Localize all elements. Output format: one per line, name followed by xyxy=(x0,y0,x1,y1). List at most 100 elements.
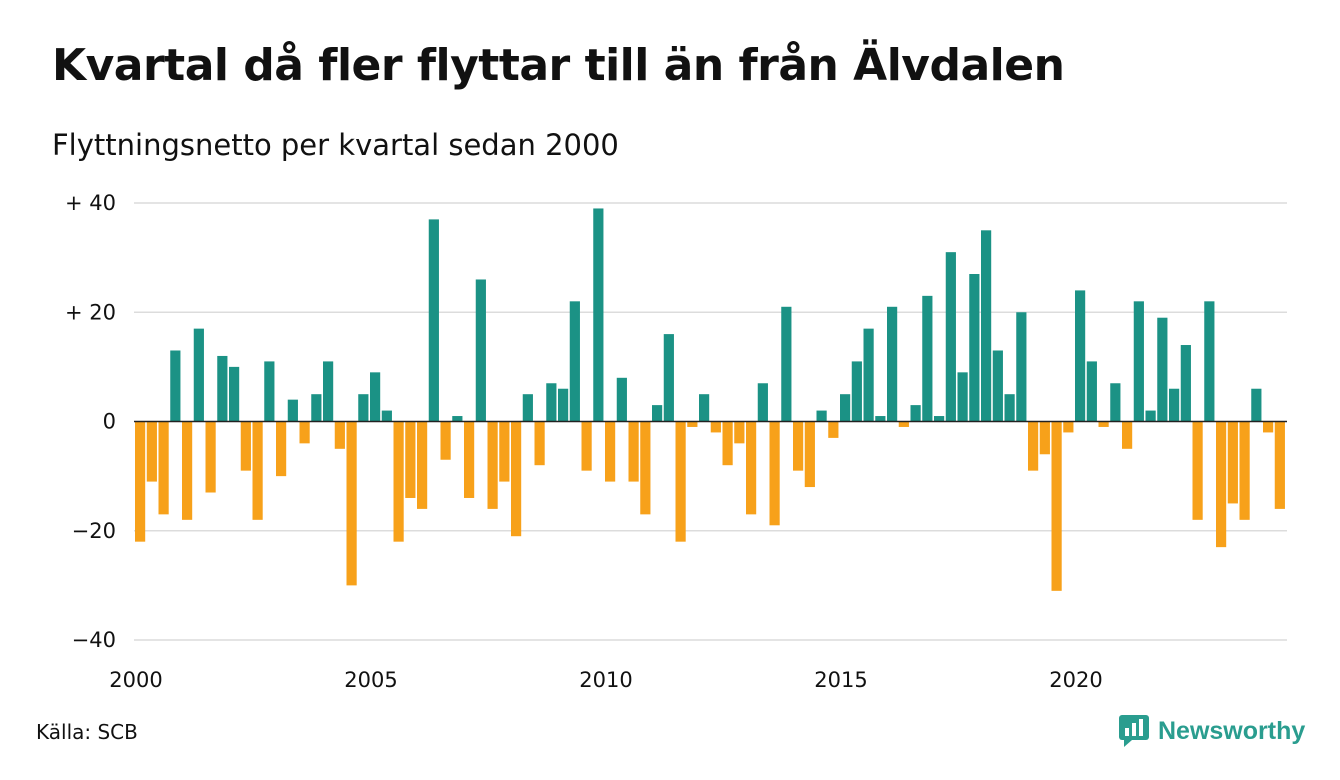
x-tick-label: 2020 xyxy=(1049,668,1102,692)
bar xyxy=(475,279,486,422)
bar xyxy=(605,421,616,482)
bar xyxy=(569,301,580,422)
bar xyxy=(934,416,945,422)
bar xyxy=(1004,394,1015,422)
bar xyxy=(1263,421,1274,433)
bar xyxy=(323,361,334,422)
bar xyxy=(1039,421,1050,455)
bar xyxy=(417,421,428,509)
bar xyxy=(628,421,639,482)
bars xyxy=(135,208,1285,591)
bar xyxy=(205,421,216,493)
bar xyxy=(158,421,169,515)
bar xyxy=(898,421,909,427)
bar xyxy=(487,421,498,509)
bar xyxy=(875,416,886,422)
bar xyxy=(1192,421,1203,520)
bar xyxy=(252,421,263,520)
bar xyxy=(240,421,251,471)
source-note: Källa: SCB xyxy=(36,720,138,744)
y-axis: + 40 + 20 0 −20 −40 xyxy=(65,191,116,652)
brand-name: Newsworthy xyxy=(1158,716,1306,745)
bar xyxy=(581,421,592,471)
bar xyxy=(1180,345,1191,422)
bar xyxy=(687,421,698,427)
bar xyxy=(804,421,815,488)
bar xyxy=(640,421,651,515)
bar xyxy=(781,306,792,422)
bar xyxy=(957,372,968,422)
bar xyxy=(1028,421,1039,471)
bar xyxy=(135,421,146,542)
bar xyxy=(1145,410,1156,422)
bar xyxy=(828,421,839,438)
bar xyxy=(816,410,827,422)
bar xyxy=(546,383,557,422)
bar xyxy=(969,274,980,422)
bar xyxy=(922,295,933,422)
bar xyxy=(511,421,522,537)
bar xyxy=(264,361,275,422)
bar xyxy=(522,394,533,422)
bar xyxy=(440,421,451,460)
bar xyxy=(981,230,992,422)
bar xyxy=(616,377,627,422)
bar xyxy=(334,421,345,449)
bar xyxy=(534,421,545,466)
bar xyxy=(381,410,392,422)
y-tick-label: 0 xyxy=(103,410,116,434)
x-tick-label: 2015 xyxy=(814,668,867,692)
bar xyxy=(734,421,745,444)
bar xyxy=(1169,388,1180,422)
bar xyxy=(675,421,686,542)
bar xyxy=(1086,361,1097,422)
bar xyxy=(1251,388,1262,422)
bar xyxy=(746,421,757,515)
bar xyxy=(217,355,228,422)
bar xyxy=(358,394,369,422)
bar xyxy=(1274,421,1285,509)
bar xyxy=(558,388,569,422)
y-tick-label: −40 xyxy=(72,628,116,652)
bar xyxy=(945,252,956,422)
bar xyxy=(428,219,439,422)
bar xyxy=(1110,383,1121,422)
bar xyxy=(1204,301,1215,422)
bar xyxy=(699,394,710,422)
gridlines xyxy=(134,202,1287,641)
x-tick-label: 2010 xyxy=(579,668,632,692)
y-tick-label: + 40 xyxy=(65,191,116,215)
bar xyxy=(464,421,475,498)
bar xyxy=(663,334,674,422)
bar xyxy=(1075,290,1086,422)
bar xyxy=(393,421,404,542)
y-tick-label: + 20 xyxy=(65,300,116,324)
bar xyxy=(370,372,381,422)
newsworthy-logo-icon xyxy=(1119,715,1149,747)
bar xyxy=(146,421,157,482)
bar xyxy=(910,405,921,422)
bar xyxy=(769,421,780,526)
bar xyxy=(851,361,862,422)
bar xyxy=(1157,317,1168,422)
bar xyxy=(863,328,874,422)
bar xyxy=(722,421,733,466)
x-axis: 2000 2005 2010 2015 2020 xyxy=(109,668,1102,692)
bar xyxy=(593,208,604,422)
bar xyxy=(1098,421,1109,427)
bar xyxy=(1239,421,1250,520)
brand-logo: Newsworthy xyxy=(1118,714,1305,748)
bar xyxy=(793,421,804,471)
bar xyxy=(652,405,663,422)
bar xyxy=(276,421,287,477)
bar xyxy=(1216,421,1227,548)
bar xyxy=(1051,421,1062,591)
bar xyxy=(311,394,322,422)
bar xyxy=(887,306,898,422)
y-tick-label: −20 xyxy=(72,519,116,543)
bar xyxy=(405,421,416,498)
bar xyxy=(182,421,193,520)
bar xyxy=(170,350,181,422)
bar xyxy=(193,328,204,422)
